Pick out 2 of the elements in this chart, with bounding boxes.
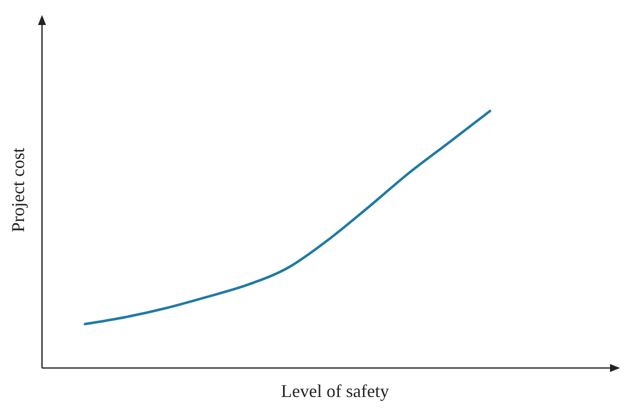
x-axis-title: Level of safety [281, 381, 389, 401]
y-axis-title: Project cost [8, 148, 28, 232]
